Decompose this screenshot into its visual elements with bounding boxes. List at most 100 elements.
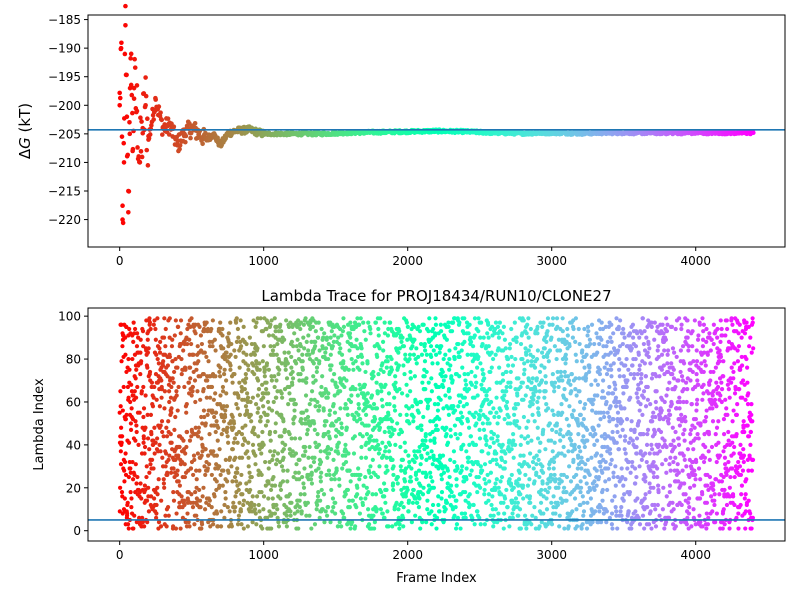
lambda-point <box>634 436 640 441</box>
lambda-point <box>235 522 241 527</box>
lambda-point <box>491 432 497 437</box>
lambda-point <box>528 326 533 332</box>
lambda-point <box>427 397 432 402</box>
lambda-point <box>507 477 512 482</box>
lambda-point <box>348 320 353 325</box>
lambda-point <box>589 382 594 387</box>
lambda-point <box>297 457 302 463</box>
lambda-point <box>244 481 249 486</box>
lambda-point <box>221 468 226 473</box>
lambda-point <box>516 477 522 482</box>
lambda-point <box>653 524 659 529</box>
lambda-point <box>274 395 279 400</box>
lambda-point <box>313 440 318 445</box>
lambda-point <box>427 316 432 321</box>
lambda-point <box>582 326 587 332</box>
lambda-point <box>217 464 222 469</box>
lambda-point <box>179 494 184 499</box>
lambda-point <box>496 485 501 490</box>
lambda-point <box>253 453 258 458</box>
lambda-point <box>576 432 581 437</box>
lambda-point <box>549 335 554 340</box>
lambda-point <box>297 498 302 503</box>
lambda-point <box>418 341 424 347</box>
lambda-point <box>643 479 648 484</box>
lambda-point <box>256 434 261 439</box>
lambda-point <box>642 496 647 501</box>
lambda-point <box>465 352 470 357</box>
lambda-point <box>400 335 405 340</box>
lambda-point <box>527 494 533 499</box>
lambda-point <box>397 522 402 527</box>
lambda-point <box>481 371 486 377</box>
lambda-point <box>545 329 550 334</box>
lambda-point <box>260 526 265 531</box>
lambda-point <box>518 442 523 447</box>
lambda-point <box>242 397 247 402</box>
lambda-point <box>367 522 372 527</box>
lambda-point <box>269 511 274 516</box>
lambda-point <box>648 361 653 366</box>
lambda-point <box>243 423 248 428</box>
lambda-point <box>335 384 340 390</box>
lambda-point <box>220 326 225 332</box>
lambda-point <box>145 436 151 441</box>
lambda-point <box>412 459 417 465</box>
lambda-point <box>203 472 208 478</box>
lambda-point <box>455 436 460 441</box>
lambda-point <box>552 440 557 445</box>
lambda-point <box>596 474 602 480</box>
lambda-point <box>234 402 239 407</box>
lambda-point <box>461 442 466 447</box>
lambda-point <box>395 474 401 480</box>
lambda-point <box>655 474 660 480</box>
lambda-point <box>430 429 435 435</box>
lambda-point <box>170 376 175 381</box>
lambda-point <box>311 421 317 426</box>
lambda-point <box>602 414 607 420</box>
lambda-point <box>620 427 625 432</box>
lambda-point <box>626 367 631 372</box>
lambda-point <box>183 451 188 456</box>
lambda-point <box>632 427 637 432</box>
lambda-point <box>257 509 262 514</box>
lambda-point <box>338 378 344 383</box>
lambda-point <box>344 406 350 411</box>
lambda-point <box>243 404 249 409</box>
lambda-point <box>598 464 603 469</box>
lambda-point <box>184 402 189 407</box>
lambda-point <box>282 427 287 432</box>
lambda-point <box>289 500 294 505</box>
delta-g-point <box>128 82 134 88</box>
lambda-point <box>228 320 233 325</box>
lambda-point <box>262 374 267 379</box>
lambda-point <box>199 414 204 420</box>
lambda-point <box>477 436 483 441</box>
lambda-point <box>355 354 361 360</box>
lambda-point <box>536 395 541 400</box>
lambda-point <box>291 397 297 402</box>
lambda-point <box>589 455 594 460</box>
lambda-point <box>274 352 279 357</box>
lambda-point <box>558 438 563 443</box>
lambda-point <box>586 329 591 334</box>
lambda-point <box>310 324 316 329</box>
lambda-point <box>344 378 349 383</box>
lambda-point <box>340 511 346 516</box>
lambda-point <box>208 395 213 400</box>
lambda-point <box>604 509 609 514</box>
lambda-point <box>630 438 635 443</box>
lambda-point <box>219 432 224 437</box>
delta-g-point <box>127 131 133 137</box>
lambda-point <box>577 376 582 381</box>
lambda-point <box>223 489 228 495</box>
lambda-point <box>430 361 435 366</box>
lambda-point <box>244 341 249 347</box>
lambda-point <box>281 419 286 424</box>
lambda-point <box>662 348 667 353</box>
lambda-point <box>493 320 499 325</box>
lambda-point <box>560 329 565 334</box>
lambda-point <box>194 477 199 482</box>
lambda-point <box>370 492 375 497</box>
lambda-point <box>552 389 557 394</box>
